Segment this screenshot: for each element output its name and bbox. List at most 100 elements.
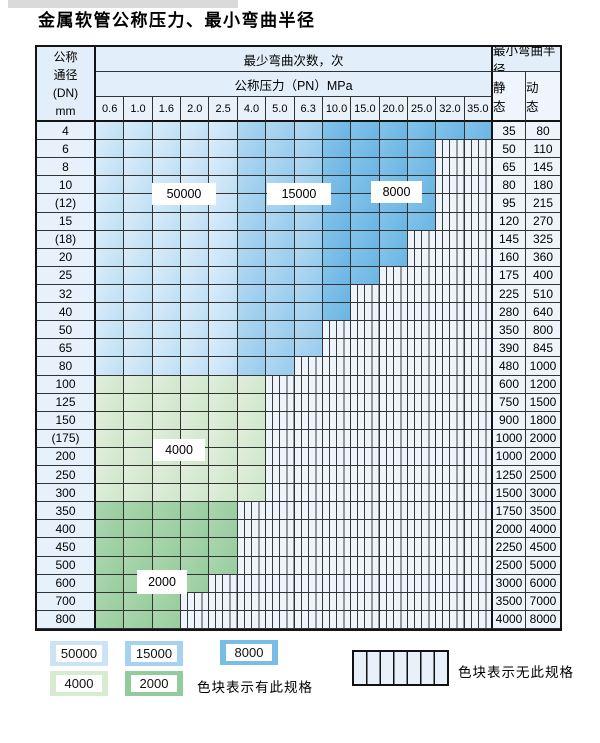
spec-cell: [209, 429, 238, 448]
spec-cell: [96, 610, 125, 629]
spec-cell: [96, 520, 125, 539]
pressure-col-header: 20.0: [379, 97, 408, 122]
cycle-count-overlay-label: 8000: [371, 181, 422, 203]
spec-cell: [152, 411, 182, 430]
spec-cell: [464, 357, 493, 376]
pressure-col-header: 35.0: [464, 97, 493, 122]
spec-cell: [436, 339, 465, 358]
spec-cell: [294, 556, 323, 575]
spec-cell: [351, 122, 380, 141]
spec-cell: [237, 140, 267, 159]
spec-cell: [351, 411, 380, 430]
spec-cell: [379, 411, 408, 430]
static-radius-value: 1500: [493, 484, 526, 503]
static-radius-value: 2500: [493, 556, 526, 575]
spec-cell: [209, 592, 238, 611]
spec-cell: [96, 447, 125, 467]
spec-cell: [124, 158, 153, 177]
spec-cell: [237, 339, 267, 358]
spec-cell: [152, 502, 182, 521]
row-label-dn: 125: [37, 393, 96, 412]
spec-cell: [351, 574, 380, 593]
spec-cell: [152, 212, 182, 231]
spec-cell: [152, 466, 182, 485]
spec-cell: [407, 610, 437, 629]
spec-cell: [436, 266, 465, 285]
spec-cell: [322, 339, 352, 358]
bend-cycles-header: 最少弯曲次数，次: [96, 47, 493, 72]
spec-cell: [407, 284, 437, 304]
spec-cell: [407, 339, 437, 358]
spec-table-grid: 公称 通径 (DN) mm 最少弯曲次数，次 最小弯曲半径 公称压力（PN）MP…: [37, 47, 560, 629]
spec-cell: [436, 158, 465, 177]
spec-cell: [124, 176, 153, 195]
spec-cell: [464, 212, 493, 231]
legend-swatch-50000: 50000: [50, 641, 108, 666]
spec-cell: [124, 140, 153, 159]
spec-cell: [237, 284, 267, 304]
pressure-col-header: 10.0: [322, 97, 352, 122]
spec-cell: [96, 592, 125, 611]
spec-cell: [152, 122, 182, 141]
spec-cell: [124, 248, 153, 267]
spec-cell: [96, 284, 125, 304]
spec-cell: [237, 610, 267, 629]
spec-cell: [181, 393, 210, 412]
spec-cell: [266, 610, 295, 629]
spec-cell: [379, 140, 408, 159]
row-label-dn: 80: [37, 357, 96, 376]
spec-cell: [266, 230, 295, 249]
spec-cell: [294, 592, 323, 611]
spec-cell: [96, 212, 125, 231]
spec-cell: [351, 484, 380, 503]
spec-cell: [436, 556, 465, 575]
spec-cell: [407, 592, 437, 611]
spec-cell: [209, 484, 238, 503]
spec-cell: [351, 248, 380, 267]
spec-cell: [407, 538, 437, 557]
spec-cell: [436, 375, 465, 394]
spec-cell: [181, 266, 210, 285]
spec-cell: [96, 194, 125, 213]
dynamic-radius-value: 80: [526, 122, 560, 141]
spec-cell: [209, 158, 238, 177]
spec-cell: [351, 556, 380, 575]
spec-cell: [379, 393, 408, 412]
spec-cell: [124, 357, 153, 376]
spec-cell: [181, 411, 210, 430]
spec-cell: [152, 284, 182, 304]
spec-cell: [237, 411, 267, 430]
spec-cell: [351, 375, 380, 394]
spec-cell: [124, 610, 153, 629]
spec-cell: [124, 393, 153, 412]
spec-cell: [96, 230, 125, 249]
spec-cell: [237, 484, 267, 503]
spec-cell: [294, 303, 323, 322]
legend-swatch-8000: 8000: [220, 640, 278, 665]
static-radius-value: 4000: [493, 610, 526, 629]
spec-cell: [351, 520, 380, 539]
spec-cell: [209, 538, 238, 557]
spec-cell: [379, 158, 408, 177]
spec-cell: [294, 248, 323, 267]
spec-cell: [266, 303, 295, 322]
row-label-dn: 32: [37, 284, 96, 304]
spec-cell: [124, 447, 153, 467]
spec-cell: [124, 194, 153, 213]
dynamic-radius-value: 2500: [526, 466, 560, 485]
cycle-count-overlay-label: 15000: [267, 183, 331, 205]
spec-cell: [237, 158, 267, 177]
spec-cell: [209, 194, 238, 213]
corner-header-dn: 公称 通径 (DN) mm: [37, 47, 96, 122]
row-label-dn: 10: [37, 176, 96, 195]
spec-cell: [464, 610, 493, 629]
row-label-dn: 800: [37, 610, 96, 629]
legend-swatch-15000: 15000: [125, 641, 183, 666]
spec-cell: [294, 610, 323, 629]
spec-cell: [464, 140, 493, 159]
spec-cell: [294, 158, 323, 177]
pressure-col-header: 6.3: [294, 97, 323, 122]
dynamic-radius-value: 845: [526, 339, 560, 358]
spec-cell: [379, 592, 408, 611]
row-label-dn: 8: [37, 158, 96, 177]
